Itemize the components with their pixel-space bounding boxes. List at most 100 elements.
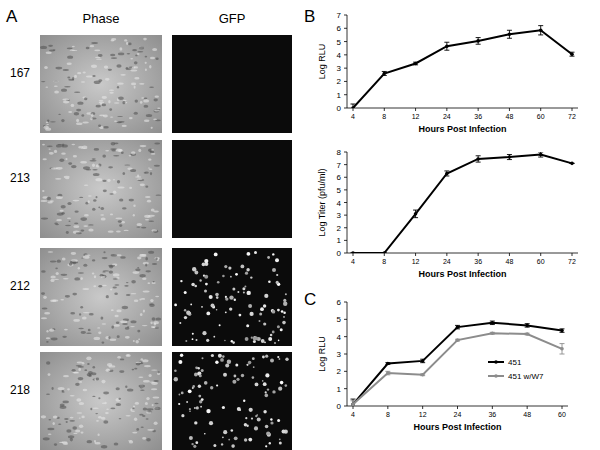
gfp-cell xyxy=(263,410,266,413)
gfp-cell xyxy=(215,361,218,364)
cell xyxy=(149,303,154,304)
gfp-cells xyxy=(174,354,289,448)
cell xyxy=(94,49,100,51)
cell xyxy=(144,215,150,218)
cell xyxy=(78,272,84,274)
cell xyxy=(122,125,127,127)
y-tick-label: 2 xyxy=(337,77,342,86)
cell xyxy=(146,114,152,117)
gfp-cell xyxy=(245,337,249,341)
error-bar xyxy=(385,371,390,374)
phase-image xyxy=(40,352,162,450)
gfp-cell xyxy=(283,299,286,302)
cell xyxy=(78,377,84,380)
y-tick xyxy=(344,68,347,69)
gfp-cell xyxy=(263,382,267,386)
cell xyxy=(133,214,135,216)
gfp-cell xyxy=(209,421,213,425)
series-line xyxy=(353,333,562,404)
cell xyxy=(98,54,103,57)
cell xyxy=(124,285,128,287)
cell xyxy=(80,306,83,308)
cell xyxy=(118,121,125,123)
gfp-cell xyxy=(184,291,187,294)
error-cap xyxy=(538,25,543,26)
gfp-cell xyxy=(199,279,201,281)
cell xyxy=(56,167,63,170)
cell xyxy=(69,221,71,222)
y-tick xyxy=(344,202,347,203)
cell xyxy=(116,387,120,390)
y-axis-title: Log Titer (pfu/ml) xyxy=(317,168,327,236)
cell xyxy=(119,370,124,373)
cell xyxy=(113,191,117,194)
cell xyxy=(116,310,121,313)
cell xyxy=(142,415,145,417)
cell xyxy=(131,151,136,155)
cell xyxy=(73,319,80,322)
cell xyxy=(46,394,50,395)
cell xyxy=(82,317,87,320)
cell xyxy=(122,323,128,325)
gfp-cell xyxy=(256,414,258,416)
y-tick xyxy=(344,15,347,16)
cell xyxy=(91,114,94,117)
cell xyxy=(151,326,156,328)
cell xyxy=(101,276,106,278)
figure: ABCPhaseGFP16721321221801234567481224364… xyxy=(0,0,600,450)
cell xyxy=(70,312,75,315)
cell xyxy=(154,257,159,260)
cell xyxy=(123,100,127,101)
cell xyxy=(148,251,154,254)
cell xyxy=(128,43,131,46)
gfp-image xyxy=(172,352,292,450)
gfp-cell xyxy=(279,441,282,444)
cell xyxy=(103,392,109,395)
gfp-cell xyxy=(270,334,273,337)
cell xyxy=(96,164,100,167)
gfp-cell xyxy=(237,291,239,293)
gfp-cell xyxy=(246,364,248,366)
cell xyxy=(117,356,121,359)
cell xyxy=(52,387,54,390)
cell xyxy=(147,411,152,412)
cell xyxy=(102,271,105,272)
gfp-cell xyxy=(285,384,288,387)
cell xyxy=(145,68,147,71)
gfp-cell xyxy=(196,339,198,341)
cell xyxy=(110,288,112,290)
cell xyxy=(141,427,144,429)
cell xyxy=(72,144,76,145)
cell xyxy=(91,372,97,375)
cell xyxy=(140,101,143,104)
cell xyxy=(113,273,120,276)
gfp-cell xyxy=(263,304,266,307)
y-tick xyxy=(344,354,347,355)
cell xyxy=(76,123,83,126)
cell xyxy=(151,153,156,155)
cell xyxy=(54,91,59,94)
cell xyxy=(75,210,79,212)
gfp-cell xyxy=(266,431,270,435)
cell xyxy=(151,388,157,390)
cell xyxy=(56,144,62,147)
x-tick xyxy=(509,108,510,111)
cell xyxy=(136,340,139,344)
cell xyxy=(102,154,106,157)
cell xyxy=(138,149,141,152)
y-tick xyxy=(344,406,347,407)
cell xyxy=(131,83,136,86)
cell xyxy=(98,125,101,127)
cell xyxy=(140,183,145,186)
y-tick-label: 4 xyxy=(337,333,342,342)
gfp-cell xyxy=(198,395,201,398)
gfp-cell xyxy=(274,342,276,344)
cell xyxy=(77,102,83,105)
gfp-cell xyxy=(189,408,191,410)
cell xyxy=(103,270,109,271)
y-tick xyxy=(344,227,347,228)
x-tick xyxy=(457,406,458,409)
y-tick-label: 4 xyxy=(337,199,342,208)
cell xyxy=(114,293,118,295)
gfp-cell xyxy=(265,391,267,393)
